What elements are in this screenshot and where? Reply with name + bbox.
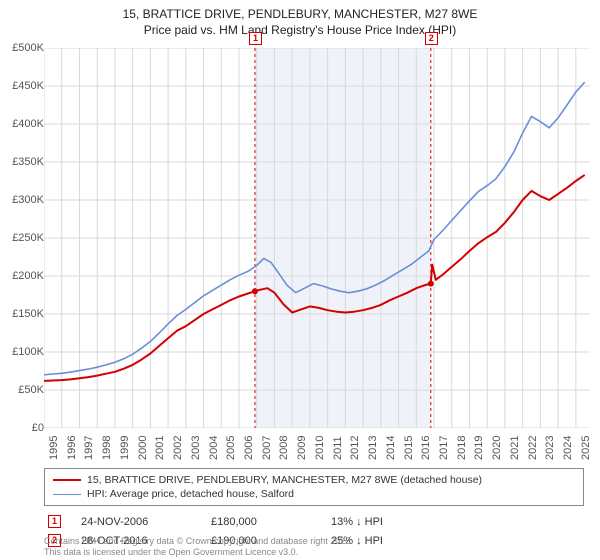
x-tick-label: 2011 (332, 436, 344, 460)
y-tick-label: £500K (4, 42, 44, 54)
legend-row: HPI: Average price, detached house, Salf… (53, 487, 575, 501)
x-tick-label: 2000 (137, 436, 149, 460)
x-tick-label: 2023 (544, 436, 556, 460)
legend-row: 15, BRATTICE DRIVE, PENDLEBURY, MANCHEST… (53, 473, 575, 487)
x-tick-label: 2006 (243, 436, 255, 460)
y-tick-label: £400K (4, 118, 44, 130)
sale-marker-1: 1 (249, 32, 262, 45)
x-tick-label: 2015 (403, 436, 415, 460)
y-tick-label: £450K (4, 80, 44, 92)
title-line-2: Price paid vs. HM Land Registry's House … (10, 22, 590, 38)
x-tick-label: 2009 (296, 436, 308, 460)
x-tick-label: 1998 (101, 436, 113, 460)
chart-title-block: 15, BRATTICE DRIVE, PENDLEBURY, MANCHEST… (0, 0, 600, 40)
legend-label: 15, BRATTICE DRIVE, PENDLEBURY, MANCHEST… (87, 474, 482, 486)
x-tick-label: 2017 (438, 436, 450, 460)
x-tick-label: 1997 (83, 436, 95, 460)
y-tick-label: £100K (4, 346, 44, 358)
legend-swatch (53, 479, 81, 481)
x-tick-label: 2002 (172, 436, 184, 460)
x-tick-label: 2016 (420, 436, 432, 460)
y-tick-label: £150K (4, 308, 44, 320)
footer-line-2: This data is licensed under the Open Gov… (44, 547, 353, 558)
x-tick-label: 2007 (261, 436, 273, 460)
x-tick-label: 2024 (562, 436, 574, 460)
sale-date: 24-NOV-2006 (81, 516, 191, 528)
y-tick-label: £300K (4, 194, 44, 206)
x-tick-label: 2014 (385, 436, 397, 460)
footer-line-1: Contains HM Land Registry data © Crown c… (44, 536, 353, 547)
title-line-1: 15, BRATTICE DRIVE, PENDLEBURY, MANCHEST… (10, 6, 590, 22)
x-tick-label: 1999 (119, 436, 131, 460)
sale-marker-2: 2 (425, 32, 438, 45)
x-tick-label: 2019 (473, 436, 485, 460)
y-axis-labels: £0£50K£100K£150K£200K£250K£300K£350K£400… (0, 48, 44, 428)
sale-row: 1 24-NOV-2006 £180,000 13% ↓ HPI (44, 512, 584, 531)
y-tick-label: £0 (4, 422, 44, 434)
chart-area: 12 (44, 48, 590, 428)
sale-marker-inline: 1 (48, 515, 61, 528)
sale-price: £180,000 (211, 516, 311, 528)
line-chart-svg (44, 48, 590, 428)
x-tick-label: 1995 (48, 436, 60, 460)
x-tick-label: 1996 (66, 436, 78, 460)
x-tick-label: 2021 (509, 436, 521, 460)
footer-attribution: Contains HM Land Registry data © Crown c… (44, 536, 353, 558)
legend-swatch (53, 494, 81, 495)
x-tick-label: 2008 (278, 436, 290, 460)
sale-diff: 13% ↓ HPI (331, 516, 451, 528)
x-tick-label: 2013 (367, 436, 379, 460)
x-tick-label: 2022 (527, 436, 539, 460)
y-tick-label: £200K (4, 270, 44, 282)
y-tick-label: £50K (4, 384, 44, 396)
x-tick-label: 2018 (456, 436, 468, 460)
y-tick-label: £350K (4, 156, 44, 168)
legend-label: HPI: Average price, detached house, Salf… (87, 488, 294, 500)
x-tick-label: 2005 (225, 436, 237, 460)
x-tick-label: 2004 (208, 436, 220, 460)
x-tick-label: 2010 (314, 436, 326, 460)
x-tick-label: 2001 (154, 436, 166, 460)
x-tick-label: 2012 (349, 436, 361, 460)
x-tick-label: 2020 (491, 436, 503, 460)
x-tick-label: 2003 (190, 436, 202, 460)
legend-box: 15, BRATTICE DRIVE, PENDLEBURY, MANCHEST… (44, 468, 584, 506)
x-tick-label: 2025 (580, 436, 592, 460)
y-tick-label: £250K (4, 232, 44, 244)
x-axis-labels: 1995 1996 1997 1998 1999 2000 2001 2002 2003 2004… (44, 430, 590, 466)
